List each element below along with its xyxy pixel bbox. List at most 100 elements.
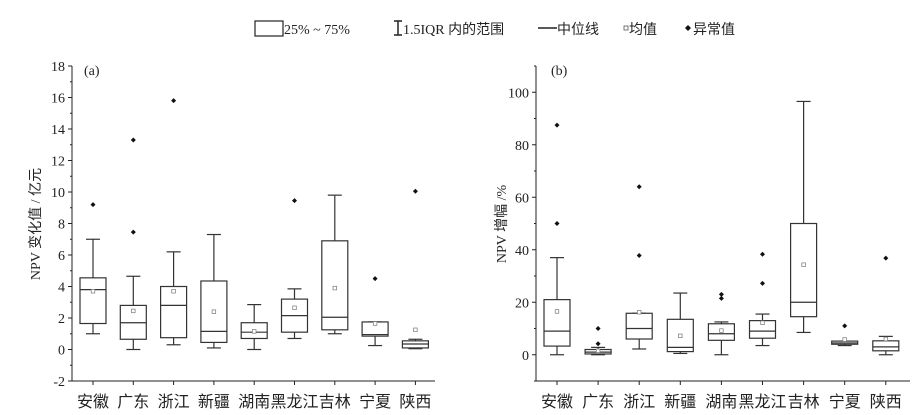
y-tick-label: 8: [58, 218, 65, 233]
y-tick-label: 2: [58, 312, 65, 327]
box-宁夏: [831, 323, 859, 347]
iqr-box: [160, 285, 188, 339]
mean-marker: [801, 262, 806, 267]
mean-marker: [332, 285, 337, 291]
mean-marker: [131, 308, 136, 314]
x-tick-label: 黑龙江: [270, 393, 318, 411]
x-tick-label: 广东: [117, 393, 149, 411]
outlier-point: [372, 276, 378, 282]
iqr-box: [321, 240, 349, 331]
mean-marker: [372, 321, 378, 326]
y-tick-label: 100: [508, 86, 529, 101]
iqr-box: [625, 312, 653, 340]
y-tick-label: -2: [53, 375, 65, 390]
box-湖南: [240, 304, 268, 351]
mean-marker: [252, 329, 257, 334]
box-安徽: [79, 202, 107, 335]
outlier-point: [760, 251, 765, 257]
x-tick-label: 黑龙江: [738, 393, 786, 411]
y-tick-label: 18: [51, 60, 65, 75]
outlier-point: [130, 137, 136, 143]
outlier-point: [595, 326, 601, 331]
x-tick-label: 浙江: [623, 393, 655, 411]
outlier-point: [130, 229, 136, 235]
mean-marker: [554, 309, 560, 314]
outlier-point: [595, 341, 601, 347]
legend-whisker-icon: [394, 20, 402, 36]
x-tick-label: 湖南: [238, 393, 270, 411]
x-tick-label: 陕西: [870, 393, 902, 411]
y-tick-label: 0: [522, 349, 529, 364]
box-宁夏: [361, 276, 389, 347]
outlier-point: [636, 253, 642, 259]
box-陕西: [872, 255, 900, 356]
iqr-box: [543, 299, 571, 347]
outlier-point: [90, 202, 96, 208]
y-tick-label: 6: [58, 249, 65, 264]
y-tick-label: 80: [515, 139, 529, 154]
panel-b-label: (b): [551, 64, 568, 79]
outlier-point: [718, 291, 724, 297]
panel-b: (b) NPV 增幅 /% 0 20 40 60 80 100 安徽 广东 浙江 新疆 湖南 黑龙江吉…: [494, 64, 910, 411]
box-新疆: [200, 233, 228, 349]
mean-marker: [292, 305, 297, 310]
x-tick-label: 浙江: [158, 393, 190, 411]
iqr-box: [666, 318, 694, 353]
legend-box-swatch: [254, 20, 284, 37]
box-安徽: [543, 122, 571, 356]
outlier-point: [554, 122, 560, 128]
x-tick-label: 吉林: [319, 393, 351, 411]
mean-marker: [413, 327, 418, 332]
panel-a-label: (a): [84, 64, 100, 79]
x-tick-label: 安徽: [77, 393, 109, 411]
box-黑龙江: [280, 198, 309, 340]
mean-marker: [637, 310, 642, 315]
mean-marker: [678, 333, 683, 338]
y-tick-label: 4: [58, 281, 65, 296]
y-tick-label: 12: [51, 155, 65, 170]
legend-box-label: 25% ~ 75%: [284, 23, 350, 38]
box-吉林: [789, 100, 818, 334]
box-陕西: [401, 188, 429, 350]
mean-marker: [883, 336, 888, 342]
iqr-box: [79, 277, 107, 325]
outlier-point: [760, 280, 765, 286]
legend: 25% ~ 75% 1.5IQR 内的范围 中位线 均值 异常值: [254, 20, 735, 38]
mean-marker: [171, 289, 176, 294]
box-吉林: [321, 194, 349, 335]
y-tick-label: 14: [51, 123, 65, 138]
iqr-box: [872, 340, 900, 352]
outlier-point: [554, 221, 560, 226]
legend-whisker-label: 1.5IQR 内的范围: [403, 21, 504, 38]
outlier-point: [292, 198, 297, 204]
y-tick-label: 60: [515, 191, 529, 206]
box-湖南: [707, 291, 736, 356]
mean-marker: [211, 309, 217, 314]
y-tick-label: 0: [58, 344, 65, 359]
x-tick-label: 安徽: [541, 393, 573, 411]
outlier-point: [636, 184, 642, 190]
x-tick-label: 新疆: [664, 393, 696, 411]
box-广东: [584, 326, 612, 356]
box-浙江: [625, 184, 653, 350]
panel-a: (a) NPV 变化值 / 亿元 -2 0 2 4 6 8 10 12 14 16 18 安徽 广东 浙江…: [28, 60, 435, 411]
y-tick-label: 10: [51, 186, 65, 201]
mean-marker: [90, 289, 96, 294]
mean-marker: [595, 348, 601, 353]
box-广东: [119, 137, 147, 351]
x-tick-label: 宁夏: [829, 393, 861, 411]
outlier-point: [842, 323, 848, 329]
outlier-point: [171, 98, 177, 104]
iqr-box: [789, 222, 818, 318]
panel-b-ylabel: NPV 增幅 /%: [494, 185, 510, 264]
outlier-point: [412, 188, 418, 194]
y-tick-label: 16: [51, 92, 65, 107]
legend-mean-label: 均值: [629, 22, 657, 38]
mean-marker: [842, 337, 847, 342]
box-黑龙江: [748, 251, 777, 347]
outlier-point: [883, 255, 889, 261]
x-tick-label: 宁夏: [359, 393, 391, 411]
legend-median-label: 中位线: [557, 22, 599, 38]
box-浙江: [160, 98, 188, 346]
